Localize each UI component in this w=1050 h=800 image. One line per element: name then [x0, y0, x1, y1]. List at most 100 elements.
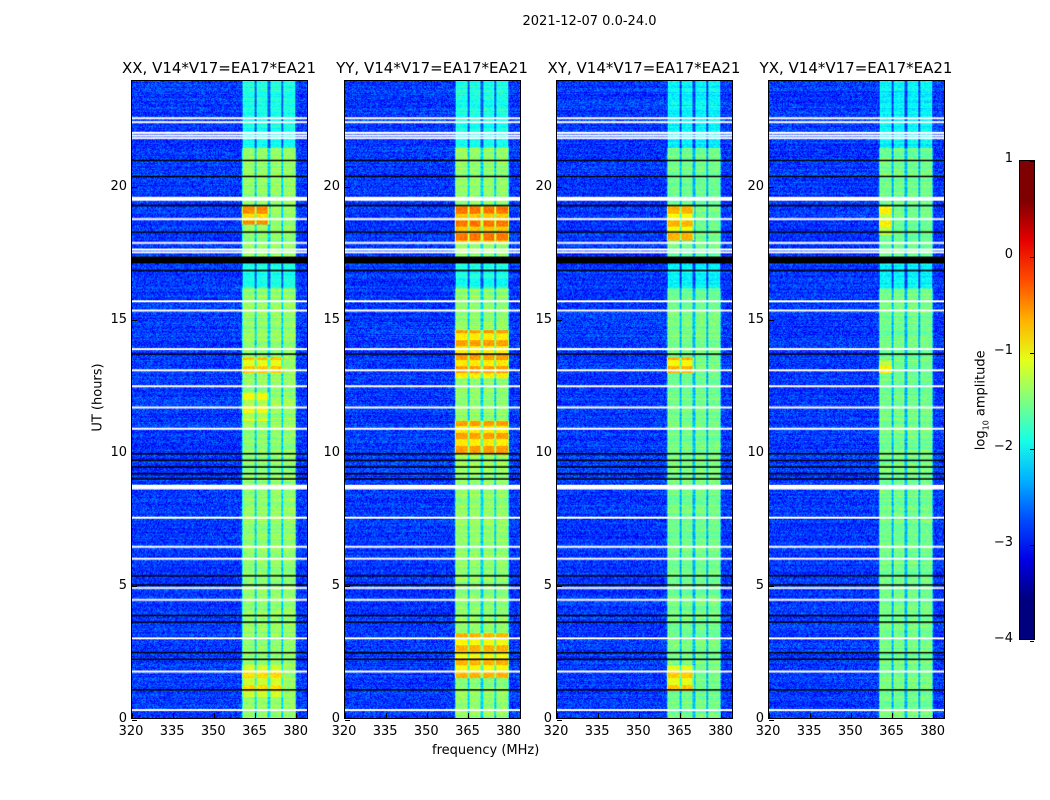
x-tick-label: 350: [625, 724, 651, 739]
y-tick-label: 10: [747, 444, 764, 460]
x-tick: [509, 713, 511, 718]
heatmap-image: [345, 81, 520, 718]
y-tick: [769, 586, 774, 588]
x-tick-label: 365: [242, 724, 267, 739]
x-tick: [933, 713, 935, 718]
y-tick: [345, 453, 350, 455]
y-tick: [769, 453, 774, 455]
x-tick: [426, 713, 428, 718]
panel-title: XY, V14*V17=EA17*EA21: [547, 59, 741, 77]
y-tick: [132, 187, 137, 188]
x-tick-label: 380: [283, 724, 309, 739]
x-tick: [721, 713, 723, 718]
x-tick-label: 320: [331, 724, 357, 739]
y-tick: [132, 320, 137, 322]
x-tick-label: 335: [159, 724, 185, 739]
x-tick: [638, 713, 640, 718]
colorbar-tick: [1030, 352, 1034, 354]
y-tick-label: 20: [535, 178, 552, 194]
x-tick-label: 365: [879, 724, 904, 739]
colorbar-tick-label: −3: [993, 535, 1013, 550]
x-tick: [768, 713, 770, 718]
y-tick: [557, 453, 562, 455]
x-tick-label: 380: [708, 724, 734, 739]
y-tick-label: 0: [543, 711, 552, 726]
y-tick: [557, 320, 562, 322]
y-tick-label: 10: [323, 444, 340, 460]
x-tick-label: 350: [837, 724, 863, 739]
x-tick: [850, 713, 852, 718]
x-tick-label: 320: [755, 724, 781, 739]
y-tick: [132, 586, 137, 588]
heatmap-panel: [768, 80, 945, 721]
x-tick-label: 380: [920, 724, 946, 739]
y-tick-label: 5: [755, 577, 764, 593]
y-tick-label: 20: [747, 178, 764, 194]
y-tick-label: 15: [323, 311, 340, 327]
x-tick-label: 365: [455, 724, 480, 739]
x-tick-label: 335: [372, 724, 398, 739]
y-tick: [557, 187, 562, 188]
heatmap-panel: [556, 80, 733, 721]
x-tick-label: 365: [667, 724, 692, 739]
y-tick-label: 20: [110, 178, 127, 194]
colorbar-tick: [1030, 448, 1034, 450]
x-tick-label: 350: [200, 724, 226, 739]
panel-title: YX, V14*V17=EA17*EA21: [759, 59, 953, 77]
colorbar-tick-label: 1: [1004, 151, 1013, 166]
x-tick: [467, 713, 469, 718]
colorbar-tick-label: −1: [993, 343, 1013, 358]
x-tick-label: 320: [543, 724, 569, 739]
figure-title: 2021-12-07 0.0-24.0: [522, 14, 657, 29]
heatmap-panel: [131, 80, 308, 721]
y-tick: [132, 719, 137, 721]
y-tick-label: 5: [118, 577, 127, 593]
x-tick: [344, 713, 346, 718]
x-tick: [131, 713, 133, 718]
y-tick: [557, 586, 562, 588]
x-tick-label: 320: [118, 724, 144, 739]
y-axis-label: UT (hours): [90, 363, 106, 432]
y-tick: [345, 719, 350, 721]
x-tick: [213, 713, 215, 718]
y-tick-label: 10: [535, 444, 552, 460]
y-tick-label: 0: [331, 711, 340, 726]
panel-title: YY, V14*V17=EA17*EA21: [336, 59, 528, 77]
y-tick: [769, 320, 774, 322]
colorbar-tick-label: −2: [993, 439, 1013, 454]
x-tick: [385, 713, 387, 718]
x-tick: [809, 713, 811, 718]
colorbar-tick-label: −4: [993, 631, 1013, 646]
y-tick: [345, 320, 350, 322]
panel-title: XX, V14*V17=EA17*EA21: [121, 59, 316, 77]
colorbar-tick: [1030, 640, 1034, 642]
y-tick-label: 5: [543, 577, 552, 593]
x-tick: [296, 713, 298, 718]
y-tick-label: 0: [118, 711, 127, 726]
heatmap-image: [769, 81, 944, 718]
y-tick: [769, 187, 774, 188]
y-tick-label: 20: [323, 178, 340, 194]
y-tick: [345, 187, 350, 188]
x-tick-label: 335: [796, 724, 822, 739]
y-tick-label: 10: [110, 444, 127, 460]
x-tick-label: 335: [584, 724, 610, 739]
colorbar-tick: [1030, 544, 1034, 546]
x-tick: [597, 713, 599, 718]
x-axis-label: frequency (MHz): [432, 743, 540, 758]
y-tick: [345, 586, 350, 588]
y-tick-label: 15: [110, 311, 127, 327]
y-tick: [132, 453, 137, 455]
x-tick-label: 350: [413, 724, 439, 739]
x-tick: [679, 713, 681, 718]
y-tick-label: 0: [755, 711, 764, 726]
colorbar-tick: [1030, 256, 1034, 258]
heatmap-panel: [344, 80, 521, 721]
x-tick: [556, 713, 558, 718]
y-tick-label: 5: [331, 577, 340, 593]
x-tick: [254, 713, 256, 718]
x-tick-label: 380: [496, 724, 522, 739]
x-tick: [891, 713, 893, 718]
y-tick: [769, 719, 774, 721]
